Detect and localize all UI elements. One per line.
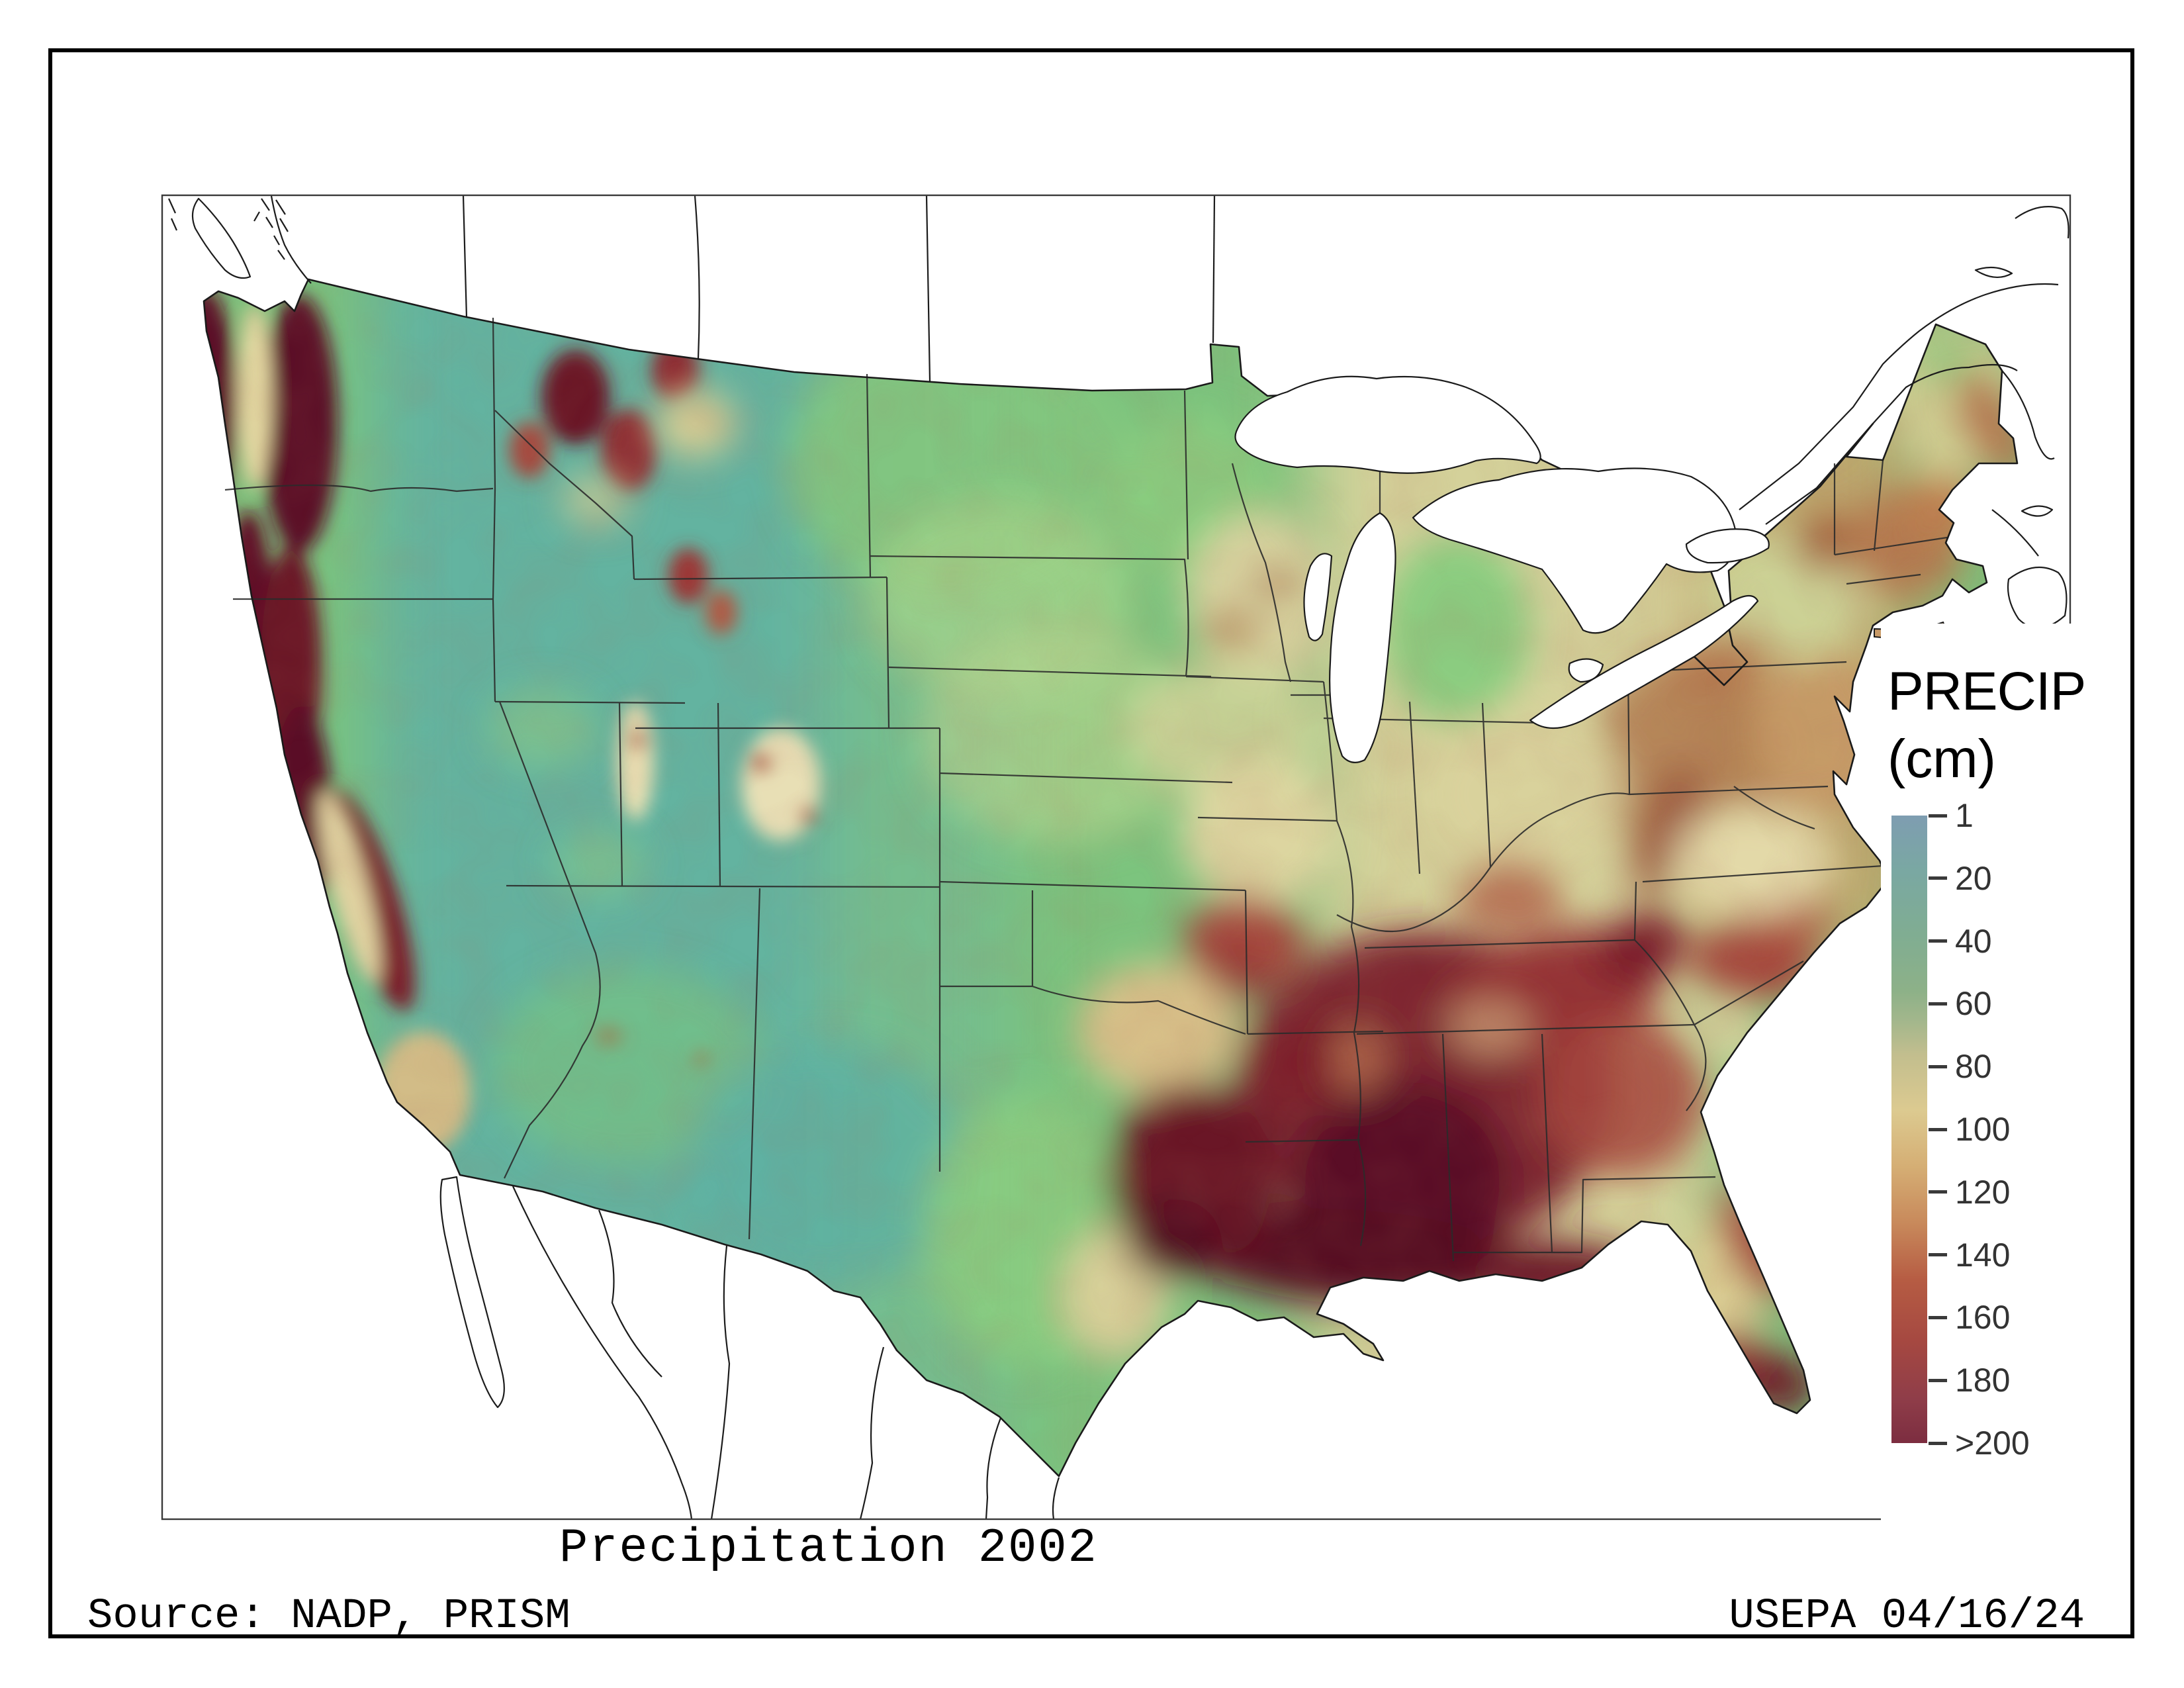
colorbar-tick-mark (1929, 814, 1947, 818)
colorbar-tick-label: 60 (1955, 985, 1992, 1023)
colorbar-tick-label: 80 (1955, 1048, 1992, 1086)
colorbar-tick-mark (1929, 1064, 1947, 1068)
legend-colorbar (1891, 816, 1927, 1443)
colorbar-tick-mark (1929, 1315, 1947, 1319)
credit-note: USEPA 04/16/24 (1729, 1593, 2085, 1640)
colorbar-tick-mark (1929, 939, 1947, 943)
lake-erie (1529, 594, 1759, 729)
lake-michigan (1329, 512, 1396, 763)
legend-units-label: (cm) (1888, 729, 1996, 789)
colorbar-tick-label: 1 (1955, 797, 1974, 834)
colorbar-tick-mark (1929, 1441, 1947, 1445)
colorbar-tick-label: 100 (1955, 1111, 2011, 1148)
colorbar-tick-label: 120 (1955, 1173, 2011, 1211)
lake-superior (1234, 375, 1541, 474)
green-bay (1303, 553, 1333, 641)
page-frame (48, 48, 2134, 1638)
lake-huron (1412, 467, 1737, 634)
lake-ontario (1685, 528, 1770, 564)
legend-title: PRECIP (1888, 661, 2086, 722)
colorbar-tick-label: >200 (1955, 1425, 2030, 1462)
colorbar-tick-label: 40 (1955, 922, 1992, 960)
colorbar-tick-mark (1929, 1190, 1947, 1194)
colorbar-tick-mark (1929, 1002, 1947, 1006)
canada-outline (167, 195, 2070, 629)
colorbar-tick-label: 180 (1955, 1362, 2011, 1399)
source-note: Source: NADP, PRISM (87, 1593, 570, 1640)
colorbar-tick-label: 20 (1955, 859, 1992, 897)
colorbar-tick-label: 160 (1955, 1299, 2011, 1336)
map-title: Precipitation 2002 (559, 1521, 1098, 1575)
great-lakes (1234, 375, 1770, 763)
colorbar-tick-mark (1929, 1253, 1947, 1257)
colorbar-tick-label: 140 (1955, 1236, 2011, 1274)
mexico-outline (439, 1176, 1060, 1519)
colorbar-tick-mark (1929, 876, 1947, 880)
colorbar-tick-mark (1929, 1378, 1947, 1382)
colorbar-tick-mark (1929, 1127, 1947, 1131)
